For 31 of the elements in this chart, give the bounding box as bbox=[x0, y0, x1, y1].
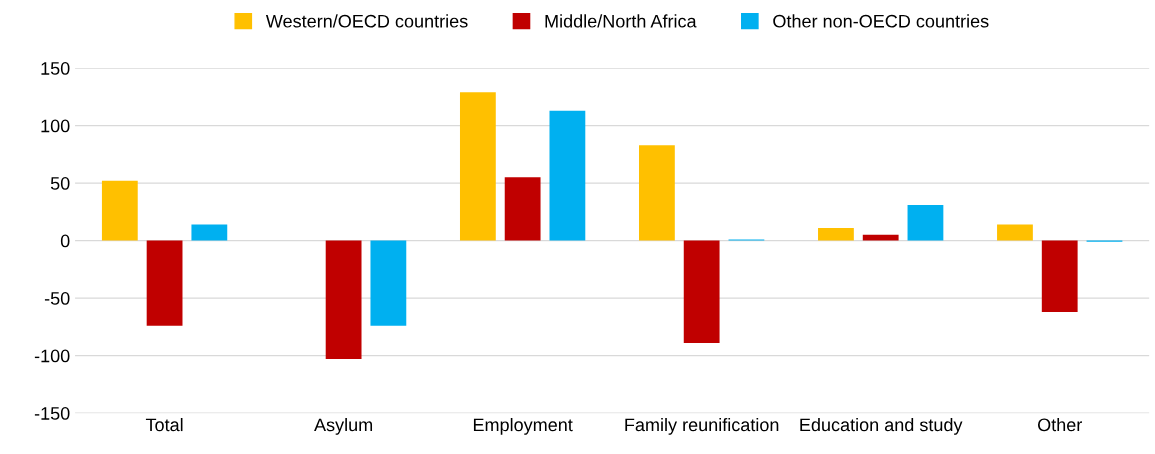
bar bbox=[683, 240, 720, 343]
legend-label: Middle/North Africa bbox=[545, 14, 697, 28]
bar bbox=[325, 240, 362, 360]
y-tick-label: 50 bbox=[50, 177, 70, 190]
bar bbox=[146, 240, 183, 326]
bar bbox=[549, 110, 586, 241]
y-tick-label: -100 bbox=[34, 349, 70, 363]
x-tick-label: Total bbox=[145, 418, 183, 432]
x-tick-label: Asylum bbox=[314, 418, 373, 435]
legend-label: Western/OECD countries bbox=[265, 14, 468, 28]
y-tick-label: 0 bbox=[60, 234, 70, 248]
bar bbox=[997, 224, 1033, 241]
bar bbox=[459, 92, 496, 241]
bar bbox=[504, 177, 541, 241]
y-tick-label: 150 bbox=[41, 62, 70, 75]
x-tick-label: Employment bbox=[473, 418, 573, 435]
bar bbox=[101, 180, 138, 241]
bar bbox=[818, 227, 854, 241]
x-tick-label: Family reunification bbox=[625, 418, 779, 435]
bar bbox=[862, 234, 899, 241]
y-tick-label: -50 bbox=[44, 292, 70, 305]
bar bbox=[907, 204, 944, 241]
x-tick-label: Education and study bbox=[800, 418, 963, 435]
bar bbox=[191, 224, 228, 241]
y-tick-label: 100 bbox=[41, 119, 70, 133]
legend-label: Other non-OECD countries bbox=[773, 14, 989, 28]
bar bbox=[639, 145, 675, 241]
bar bbox=[1041, 240, 1078, 312]
x-tick-label: Other bbox=[1037, 418, 1082, 432]
y-tick-label: -150 bbox=[34, 407, 70, 420]
bar bbox=[370, 240, 407, 326]
